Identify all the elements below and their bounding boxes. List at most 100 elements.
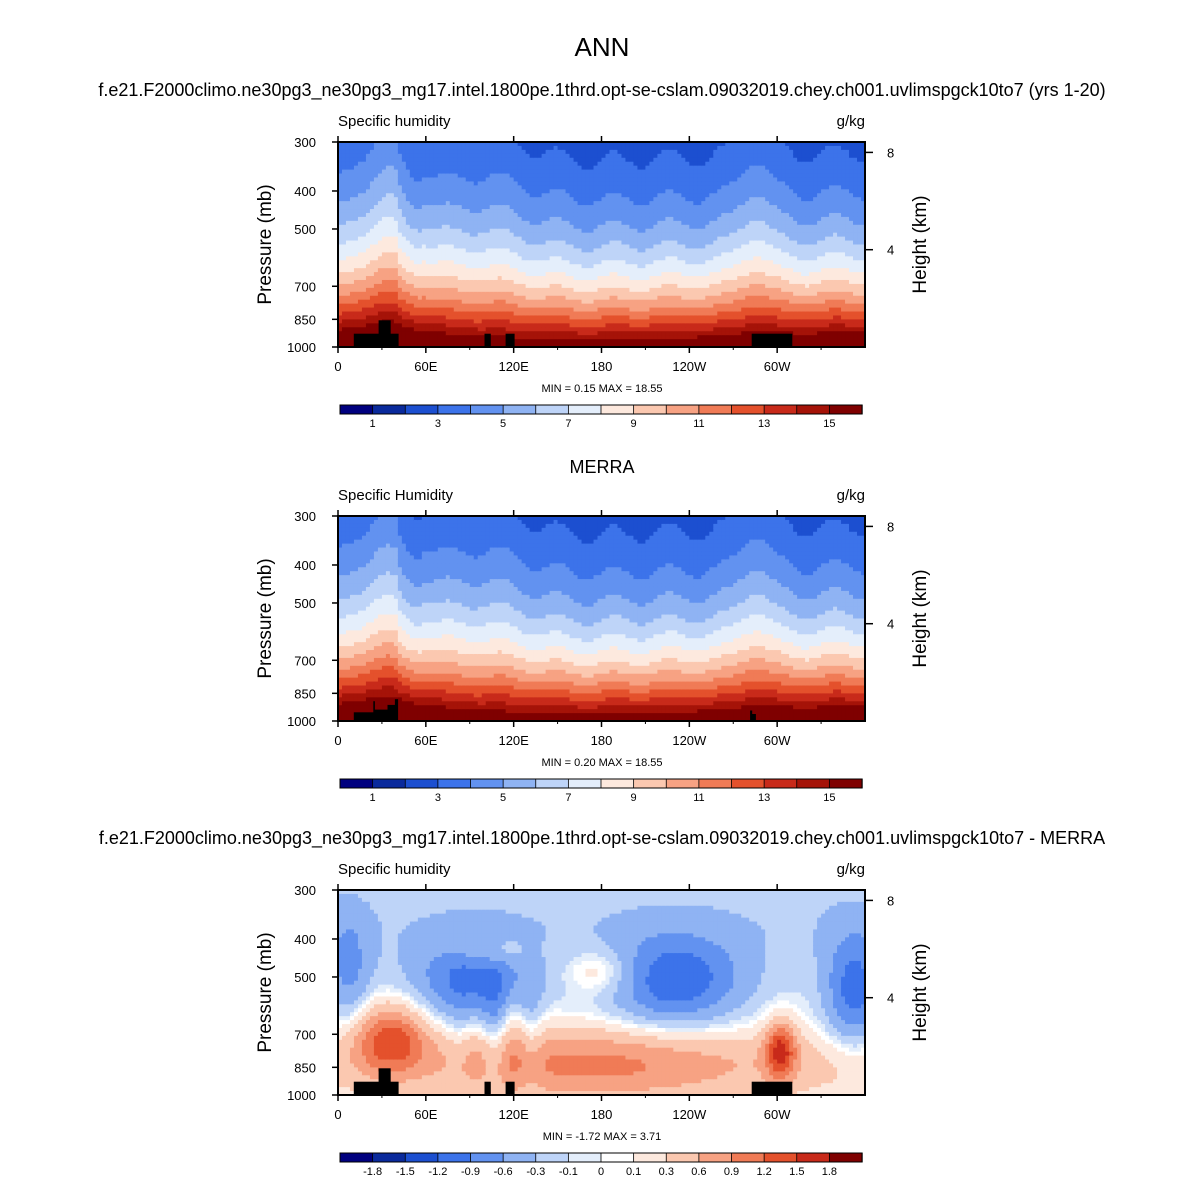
field-cell — [649, 252, 654, 257]
field-cell — [561, 319, 567, 324]
field-cell — [705, 161, 710, 167]
field-cell — [497, 279, 503, 285]
field-cell — [409, 315, 415, 320]
field-cell — [693, 256, 698, 261]
field-cell — [545, 169, 551, 175]
field-cell — [649, 248, 654, 253]
field-cell — [361, 197, 367, 202]
field-cell — [573, 157, 579, 163]
field-cell — [485, 201, 491, 206]
field-cell — [513, 323, 519, 328]
field-cell — [541, 216, 547, 222]
field-cell — [505, 197, 511, 202]
field-cell — [569, 142, 575, 147]
field-cell — [405, 327, 411, 332]
field-cell — [357, 161, 363, 167]
field-cell — [605, 299, 611, 305]
field-cell — [465, 197, 471, 202]
field-cell — [338, 145, 343, 151]
field-cell — [689, 197, 694, 202]
field-cell — [641, 212, 647, 218]
field-cell — [593, 272, 599, 277]
field-cell — [489, 224, 495, 230]
field-cell — [669, 264, 674, 269]
field-cell — [441, 209, 447, 214]
field-cell — [537, 295, 543, 301]
field-cell — [338, 252, 343, 257]
field-cell — [409, 216, 415, 222]
field-cell — [601, 169, 607, 175]
field-cell — [521, 319, 527, 324]
field-cell — [505, 315, 511, 320]
field-cell — [649, 228, 654, 234]
field-cell — [385, 216, 391, 222]
field-cell — [661, 149, 666, 155]
field-cell — [717, 240, 722, 246]
field-cell — [365, 331, 371, 336]
field-cell — [338, 315, 343, 320]
field-cell — [361, 173, 367, 179]
field-cell — [545, 327, 551, 332]
field-cell — [437, 189, 443, 194]
field-cell — [353, 248, 359, 253]
field-cell — [705, 205, 710, 210]
field-cell — [457, 240, 463, 246]
field-0 — [338, 142, 865, 347]
field-cell — [605, 161, 611, 167]
field-cell — [525, 173, 531, 179]
field-cell — [625, 169, 631, 175]
field-cell — [385, 209, 391, 214]
field-cell — [657, 268, 662, 273]
field-cell — [709, 256, 714, 261]
field-cell — [713, 236, 718, 242]
field-cell — [533, 279, 539, 285]
field-cell — [669, 228, 674, 234]
field-cell — [473, 161, 479, 167]
field-cell — [369, 272, 375, 277]
field-cell — [649, 177, 654, 183]
field-cell — [697, 339, 702, 344]
field-cell — [405, 252, 411, 257]
field-cell — [633, 177, 639, 183]
field-cell — [681, 173, 686, 179]
field-cell — [669, 197, 674, 202]
field-cell — [665, 149, 670, 155]
field-cell — [353, 279, 359, 285]
field-cell — [689, 181, 694, 186]
field-cell — [513, 279, 519, 285]
field-cell — [553, 323, 559, 328]
field-cell — [481, 153, 487, 159]
field-cell — [501, 212, 507, 218]
field-cell — [405, 153, 411, 159]
field-cell — [581, 323, 587, 328]
field-cell — [441, 343, 447, 347]
field-cell — [693, 272, 698, 277]
field-cell — [681, 216, 686, 222]
field-cell — [345, 228, 351, 234]
field-cell — [641, 248, 647, 253]
field-cell — [569, 240, 575, 246]
field-cell — [609, 165, 615, 171]
field-cell — [369, 165, 375, 171]
field-cell — [617, 295, 623, 301]
field-cell — [533, 327, 539, 332]
field-cell — [493, 295, 499, 301]
field-cell — [533, 272, 539, 277]
field-cell — [693, 177, 698, 183]
field-cell — [561, 307, 567, 313]
field-cell — [409, 201, 415, 206]
field-cell — [577, 185, 583, 190]
field-cell — [417, 319, 423, 324]
field-cell — [349, 283, 355, 289]
field-cell — [517, 327, 523, 332]
field-cell — [597, 272, 603, 277]
field-cell — [525, 181, 531, 186]
field-cell — [533, 291, 539, 297]
field-cell — [669, 185, 674, 190]
field-cell — [525, 236, 531, 242]
field-cell — [385, 256, 391, 261]
field-cell — [681, 181, 686, 186]
field-cell — [521, 343, 527, 347]
field-cell — [705, 173, 710, 179]
field-cell — [605, 224, 611, 230]
